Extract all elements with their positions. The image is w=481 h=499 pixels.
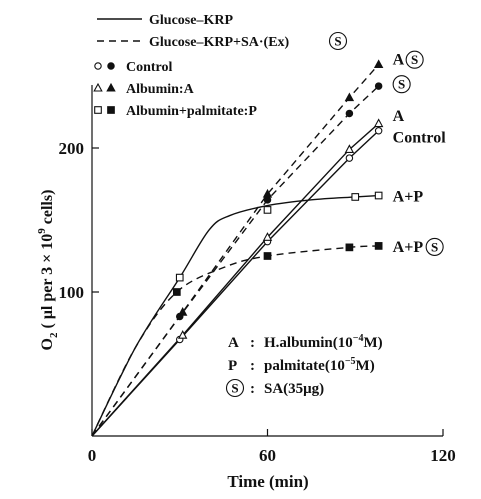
circled-s-ring (225, 378, 245, 398)
y-axis-label: O2 ( μl per 3 × 109 cells) (36, 190, 60, 351)
legend-marker-filled-0 (107, 62, 115, 70)
data-point-3-2 (345, 109, 354, 118)
note-text-0: H.albumin(10−4M) (264, 333, 383, 351)
legend-marker-filled-2 (107, 106, 115, 114)
circled-s-ring (425, 237, 444, 256)
circled-s-letter: S (411, 52, 418, 67)
x-tick-label: 120 (430, 446, 456, 465)
data-point-2-0 (175, 273, 184, 282)
note-sep-2: : (250, 381, 255, 397)
end-label-circled-0: S (405, 50, 424, 69)
note-sep-0: : (250, 335, 255, 351)
legend-marker-label-2: Albumin+palmitate:P (126, 104, 257, 119)
data-point-1-2 (344, 144, 355, 153)
note-key-1: P (228, 358, 237, 374)
legend-line-label-0: Glucose–KRP (149, 13, 233, 28)
note-text-2: SA(35μg) (264, 381, 324, 397)
end-label-4: A+P (393, 189, 424, 206)
note-text-tail-1: M) (356, 358, 375, 374)
circled-s-letter: S (231, 381, 238, 396)
series-line-2 (91, 194, 379, 437)
circled-s-letter: S (398, 77, 405, 92)
legend-marker-label-1: Albumin:A (126, 82, 195, 97)
y-tick-label: 200 (59, 139, 85, 158)
x-tick-label: 0 (88, 446, 97, 465)
end-label-5: A+P (393, 239, 424, 256)
circled-s-letter: S (334, 34, 341, 49)
circled-s-letter: S (431, 239, 438, 254)
legend-marker-open-1 (93, 82, 103, 92)
end-label-2: A (393, 108, 405, 125)
legend: Glucose–KRP Glucose–KRP+SA·(Ex) S Control Al… (93, 13, 348, 119)
data-point-5-0 (172, 288, 181, 296)
legend-marker-label-0: Control (126, 60, 173, 75)
x-axis-label: Time (min) (227, 472, 308, 491)
data-point-1-0 (177, 330, 188, 339)
data-point-3-3 (374, 82, 383, 90)
y-label-sub: 2 (48, 332, 60, 338)
data-point-4-3 (373, 59, 384, 69)
data-point-2-1 (263, 206, 272, 214)
note-text-sup-1: −5 (345, 356, 356, 367)
y-tick-label: 100 (59, 283, 85, 302)
note-key-0: A (228, 335, 239, 351)
note-key-circled: S (225, 378, 245, 398)
axes: 0 60 120 100 200 Time (min) O2 ( μl per 3 × 10… (36, 85, 456, 491)
note-text-1: palmitate(10−5M) (264, 356, 375, 374)
data-point-1-3 (373, 118, 384, 128)
circled-s-ring (392, 75, 411, 94)
circled-s-ring (405, 50, 424, 69)
legend-circled-s: S (328, 31, 348, 51)
note-text-main-0: H.albumin(10 (264, 335, 353, 351)
data-point-2-2 (351, 193, 360, 201)
y-label-tail: cells) (39, 190, 56, 229)
markers-layer (172, 59, 384, 344)
data-point-2-3 (374, 191, 383, 200)
annotation-block: A: H.albumin(10−4M)P: palmitate(10−5M)S: SA… (225, 333, 383, 398)
data-point-4-2 (344, 92, 355, 102)
note-text-main-2: SA(35μg) (264, 381, 324, 397)
y-label-o: O (39, 338, 56, 350)
end-label-circled-1: S (392, 75, 411, 94)
data-point-0-2 (345, 154, 354, 162)
end-label-0: A (393, 52, 405, 69)
data-point-5-2 (345, 243, 354, 252)
x-tick-label: 60 (259, 446, 276, 465)
y-label-main: ( μl per 3 × 10 (39, 234, 56, 333)
note-text-main-1: palmitate(10 (264, 358, 345, 374)
y-label-sup: 9 (36, 228, 48, 234)
legend-marker-open-2 (94, 106, 102, 114)
note-text-sup-0: −4 (353, 333, 364, 344)
note-sep-1: : (250, 358, 255, 374)
data-point-5-1 (263, 252, 272, 260)
end-label-3: Control (393, 129, 447, 146)
data-point-5-3 (374, 242, 383, 250)
data-point-4-0 (177, 307, 188, 316)
legend-marker-filled-1 (106, 82, 116, 92)
series-line-4 (91, 64, 380, 437)
circled-s-ring (328, 31, 348, 51)
note-text-tail-0: M) (363, 335, 382, 351)
legend-line-label-1: Glucose–KRP+SA·(Ex) (149, 35, 290, 50)
data-point-4-1 (262, 188, 273, 198)
legend-marker-open-0 (94, 62, 102, 70)
end-label-circled-5: S (425, 237, 444, 256)
data-point-0-3 (374, 126, 383, 135)
data-point-1-1 (262, 232, 273, 241)
